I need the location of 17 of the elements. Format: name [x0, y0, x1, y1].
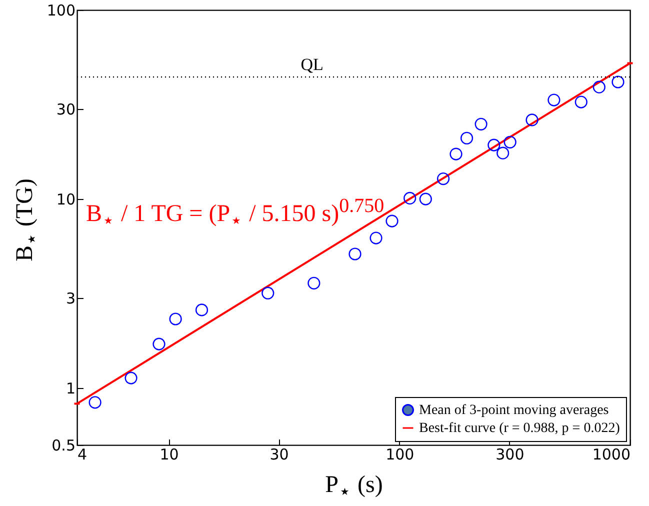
y-tick-label: 0.5	[52, 436, 76, 454]
x-tick-label: 300	[496, 446, 524, 464]
x-tick-label: 100	[386, 446, 414, 464]
x-axis-title: P$_{⋆}$ (s)	[325, 472, 383, 504]
y-tick-label: 1	[66, 380, 76, 398]
y-tick-label: 100	[46, 2, 76, 20]
ref-line-label: QL	[300, 55, 324, 74]
x-tick-label: 1000	[592, 446, 630, 464]
y-tick-label: 10	[56, 190, 76, 209]
y-tick-label: 30	[56, 100, 76, 118]
legend-label: Best-fit curve (r = 0.988, p = 0.022)	[419, 421, 620, 436]
annotation: B$_{⋆}$ / 1 TG = (P$_{⋆}$ / 5.150 s)$^{0.750}$	[86, 195, 384, 233]
x-tick-label: 30	[270, 446, 289, 464]
x-tick-label: 10	[160, 446, 179, 464]
legend-label: Mean of 3-point moving averages	[419, 403, 609, 418]
x-tick-label: 4	[78, 446, 88, 464]
y-tick-label: 3	[66, 289, 76, 308]
